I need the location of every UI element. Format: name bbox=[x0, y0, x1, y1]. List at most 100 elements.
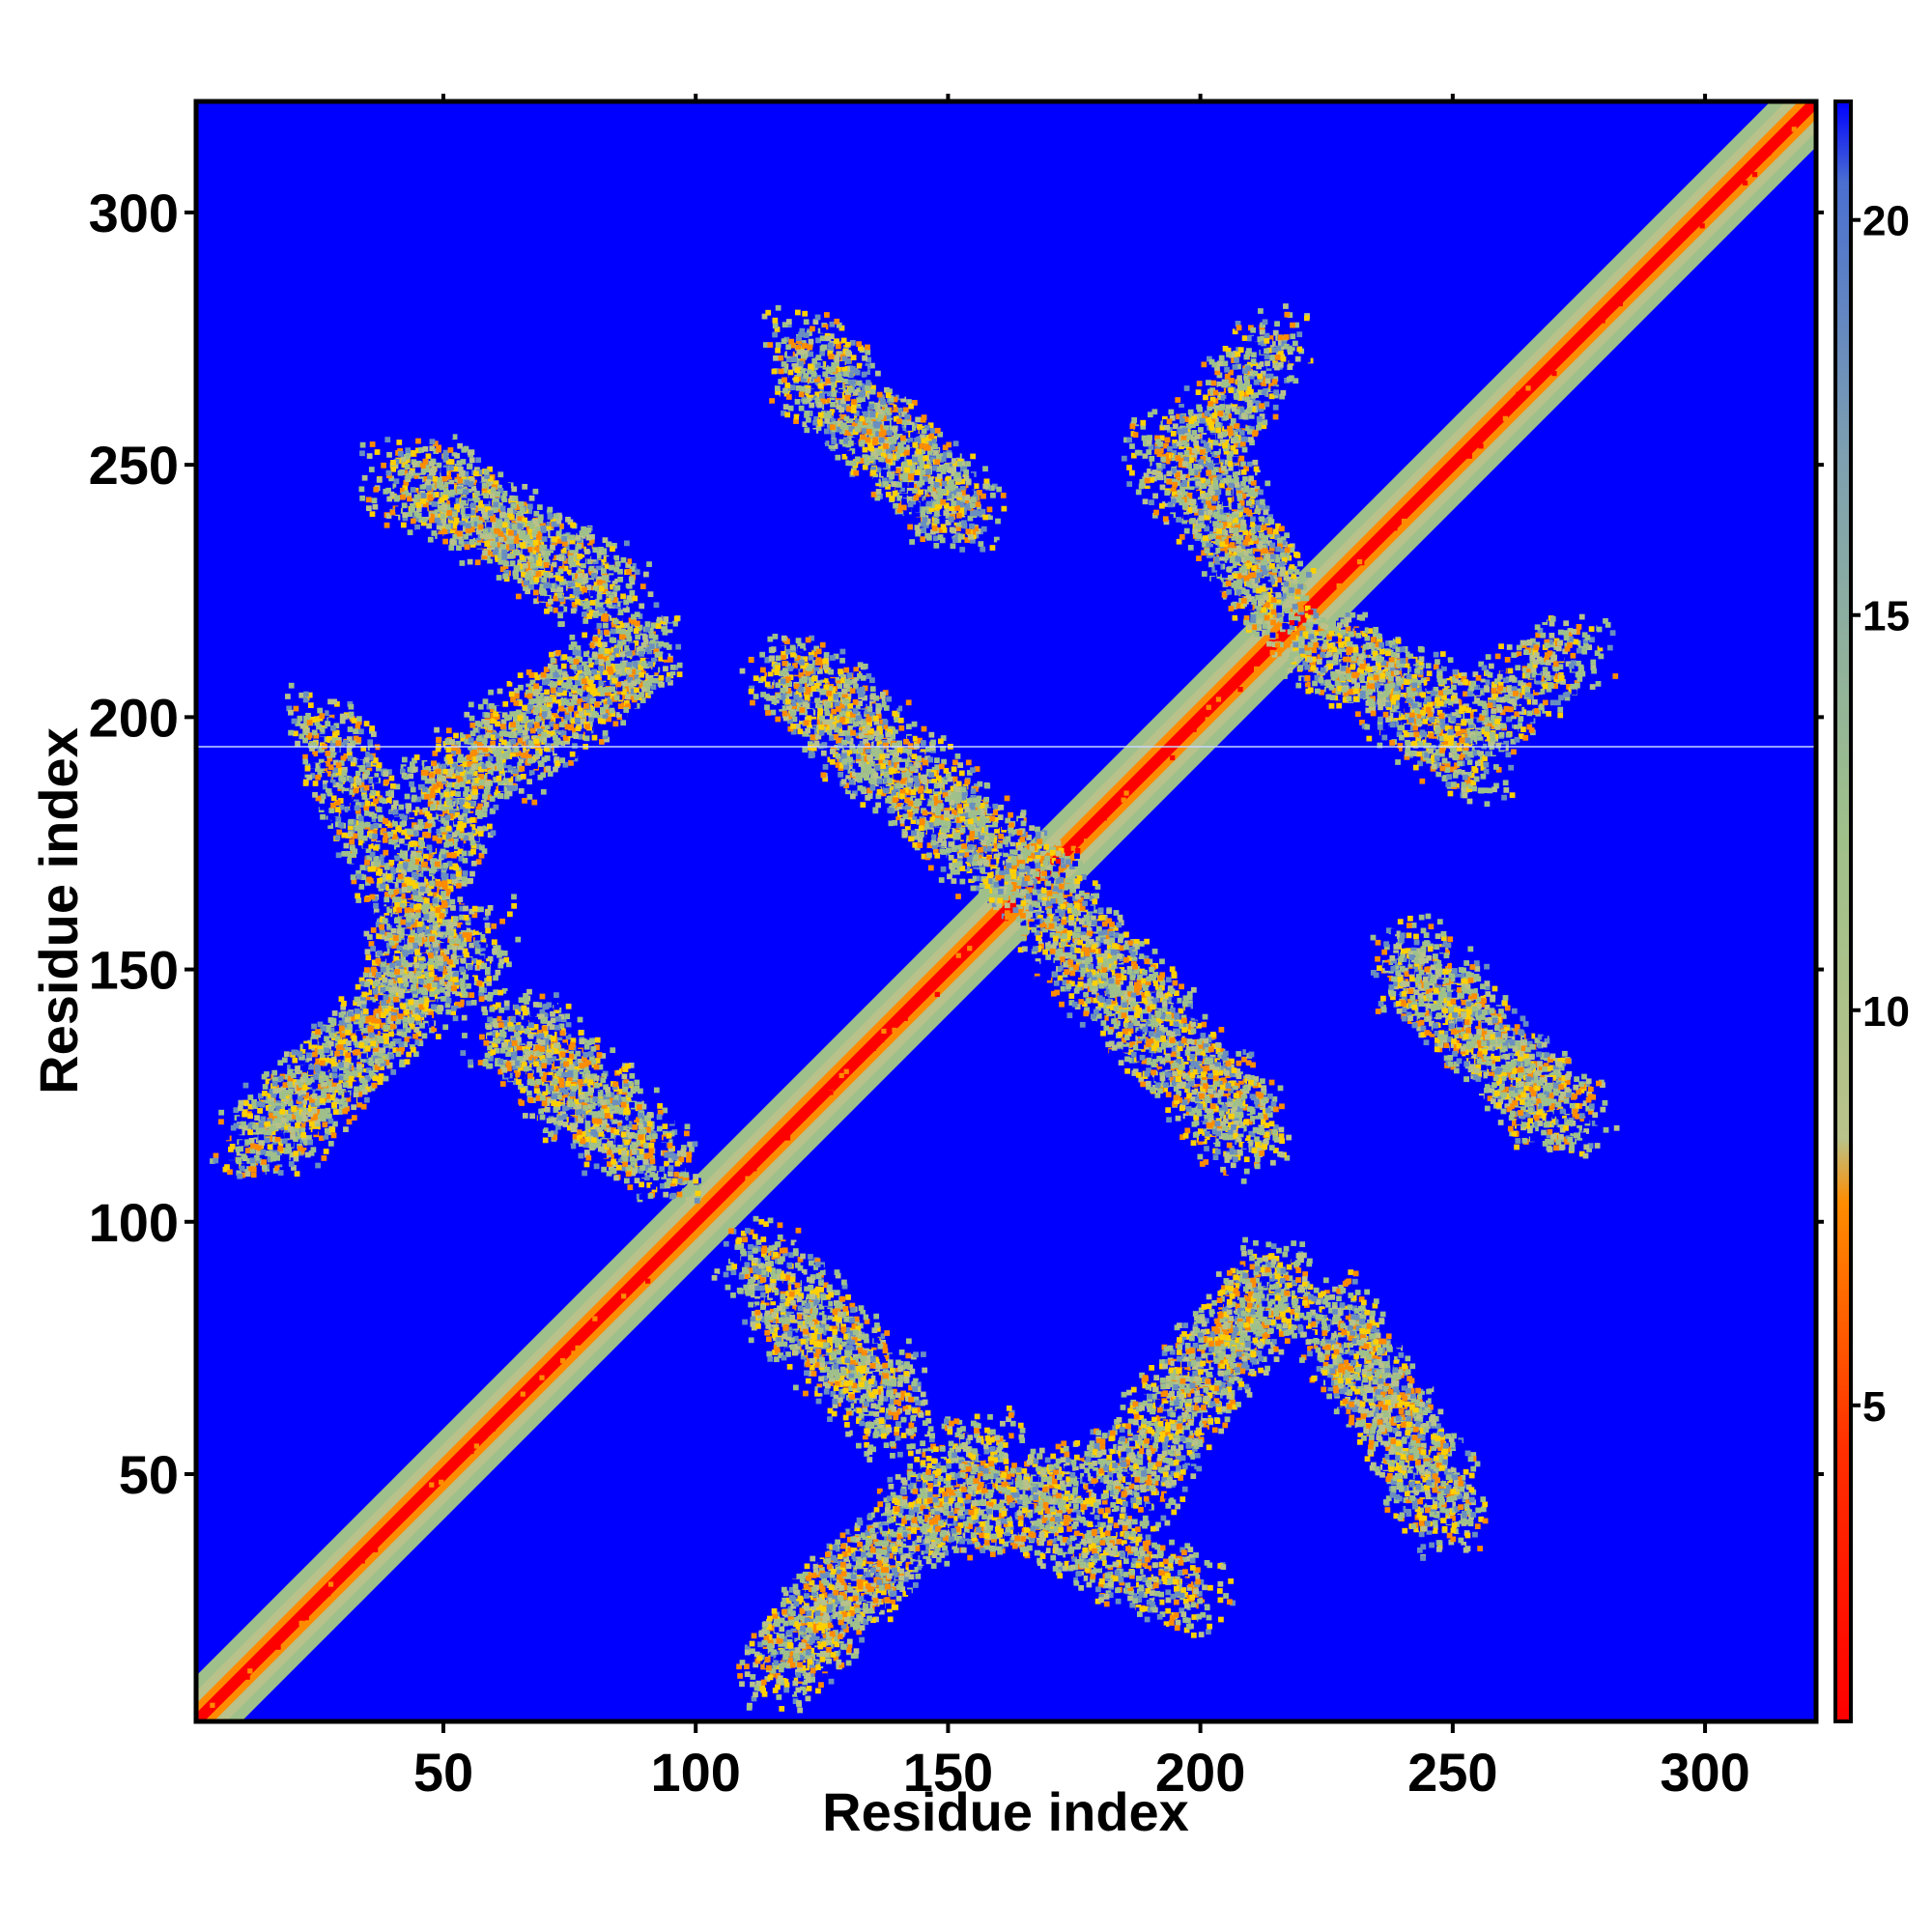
heatmap-cell bbox=[619, 634, 625, 639]
heatmap-cell bbox=[1121, 1492, 1126, 1497]
heatmap-cell bbox=[1175, 1504, 1180, 1510]
heatmap-cell bbox=[518, 672, 524, 678]
heatmap-cell bbox=[1020, 1428, 1026, 1434]
heatmap-cell bbox=[1140, 1484, 1146, 1490]
heatmap-cell bbox=[1126, 1519, 1132, 1524]
heatmap-cell bbox=[1071, 1460, 1077, 1465]
heatmap-cell bbox=[1061, 1485, 1066, 1491]
heatmap-cell bbox=[1050, 1454, 1056, 1460]
heatmap-cell bbox=[859, 1637, 865, 1643]
heatmap-cell bbox=[390, 1041, 396, 1047]
heatmap-cell bbox=[511, 894, 517, 899]
heatmap-cell bbox=[448, 758, 454, 764]
heatmap-cell bbox=[1069, 1472, 1075, 1478]
heatmap-cell bbox=[984, 1449, 990, 1455]
heatmap-cell bbox=[237, 1129, 242, 1135]
heatmap-cell bbox=[588, 717, 594, 723]
heatmap-cell bbox=[488, 956, 494, 962]
heatmap-cell bbox=[967, 1555, 973, 1561]
heatmap-cell bbox=[1110, 1449, 1116, 1455]
heatmap-cell bbox=[1048, 1464, 1054, 1470]
heatmap-cell bbox=[469, 701, 474, 707]
heatmap-cell bbox=[471, 794, 477, 800]
heatmap-cell bbox=[795, 1688, 801, 1693]
heatmap-cell bbox=[450, 874, 456, 880]
heatmap-cell bbox=[458, 814, 464, 820]
heatmap-cell bbox=[1179, 1496, 1185, 1502]
heatmap-cell bbox=[450, 790, 456, 796]
heatmap-cell bbox=[971, 1421, 977, 1427]
heatmap-cell bbox=[464, 915, 469, 921]
heatmap-cell bbox=[370, 946, 376, 952]
heatmap-plot-area bbox=[151, 101, 1818, 1729]
heatmap-cell bbox=[486, 976, 492, 981]
heatmap-cell bbox=[1114, 1489, 1120, 1494]
heatmap-cell bbox=[999, 1465, 1005, 1471]
heatmap-cell bbox=[907, 1463, 913, 1469]
heatmap-cell bbox=[263, 1084, 269, 1090]
heatmap-cell bbox=[1165, 1520, 1171, 1526]
heatmap-cell bbox=[489, 703, 495, 709]
heatmap-cell bbox=[906, 1589, 912, 1595]
heatmap-cell bbox=[1082, 1477, 1088, 1483]
heatmap-cell bbox=[443, 769, 449, 775]
heatmap-cell bbox=[469, 943, 474, 949]
heatmap-cell bbox=[976, 1437, 981, 1443]
heatmap-cell bbox=[1171, 1480, 1177, 1486]
heatmap-cell bbox=[264, 1071, 270, 1077]
heatmap-cell bbox=[914, 1457, 920, 1463]
heatmap-cell bbox=[786, 1673, 792, 1679]
heatmap-cell bbox=[492, 939, 497, 945]
heatmap-cell bbox=[1151, 1457, 1157, 1463]
heatmap-cell bbox=[1197, 1439, 1203, 1445]
heatmap-cell bbox=[228, 1147, 234, 1152]
heatmap-cell bbox=[470, 840, 476, 846]
heatmap-cell bbox=[445, 991, 451, 997]
heatmap-cell bbox=[1162, 1445, 1168, 1451]
heatmap-cell bbox=[469, 817, 475, 823]
heatmap-cell bbox=[753, 1691, 758, 1697]
heatmap-cell bbox=[492, 949, 497, 954]
heatmap-cell bbox=[271, 1070, 277, 1076]
heatmap-cell bbox=[390, 1069, 396, 1075]
heatmap-cell bbox=[953, 1437, 959, 1443]
heatmap-cell bbox=[493, 697, 498, 703]
heatmap-cell bbox=[956, 1428, 962, 1434]
heatmap-cell bbox=[224, 1135, 230, 1141]
heatmap-cell bbox=[244, 1148, 250, 1153]
heatmap-cell bbox=[1139, 1448, 1145, 1454]
heatmap-cell bbox=[561, 664, 567, 669]
heatmap-cell bbox=[455, 791, 461, 797]
heatmap-cell bbox=[1010, 1468, 1016, 1474]
heatmap-cell bbox=[1083, 1492, 1089, 1498]
heatmap-cell bbox=[1121, 1462, 1126, 1467]
heatmap-cell bbox=[464, 728, 469, 734]
heatmap-cell bbox=[469, 871, 475, 877]
heatmap-cell bbox=[481, 963, 487, 969]
heatmap-cell bbox=[1061, 1440, 1066, 1446]
heatmap-cell bbox=[435, 795, 440, 801]
heatmap-cell bbox=[1134, 1492, 1140, 1498]
heatmap-cell bbox=[1011, 1463, 1017, 1468]
heatmap-cell bbox=[463, 791, 469, 797]
heatmap-cell bbox=[1061, 1457, 1066, 1463]
heatmap-cell bbox=[369, 941, 375, 947]
heatmap-cell bbox=[478, 704, 484, 710]
heatmap-cell bbox=[1120, 1436, 1125, 1442]
heatmap-cell bbox=[463, 870, 469, 876]
heatmap-cell bbox=[1149, 1485, 1154, 1491]
heatmap-cell bbox=[670, 650, 676, 656]
heatmap-cell bbox=[412, 795, 417, 801]
heatmap-cell bbox=[450, 905, 456, 911]
heatmap-cell bbox=[316, 1141, 322, 1147]
heatmap-cell bbox=[1141, 1470, 1147, 1476]
heatmap-cell bbox=[447, 841, 453, 847]
heatmap-cell bbox=[980, 1548, 985, 1553]
heatmap-cell bbox=[1171, 1510, 1177, 1516]
heatmap-cell bbox=[485, 970, 491, 976]
heatmap-cell bbox=[448, 769, 454, 775]
heatmap-cell bbox=[398, 805, 404, 810]
heatmap-cell bbox=[463, 906, 469, 912]
heatmap-cell bbox=[243, 1083, 249, 1089]
heatmap-cell bbox=[1143, 1516, 1149, 1521]
